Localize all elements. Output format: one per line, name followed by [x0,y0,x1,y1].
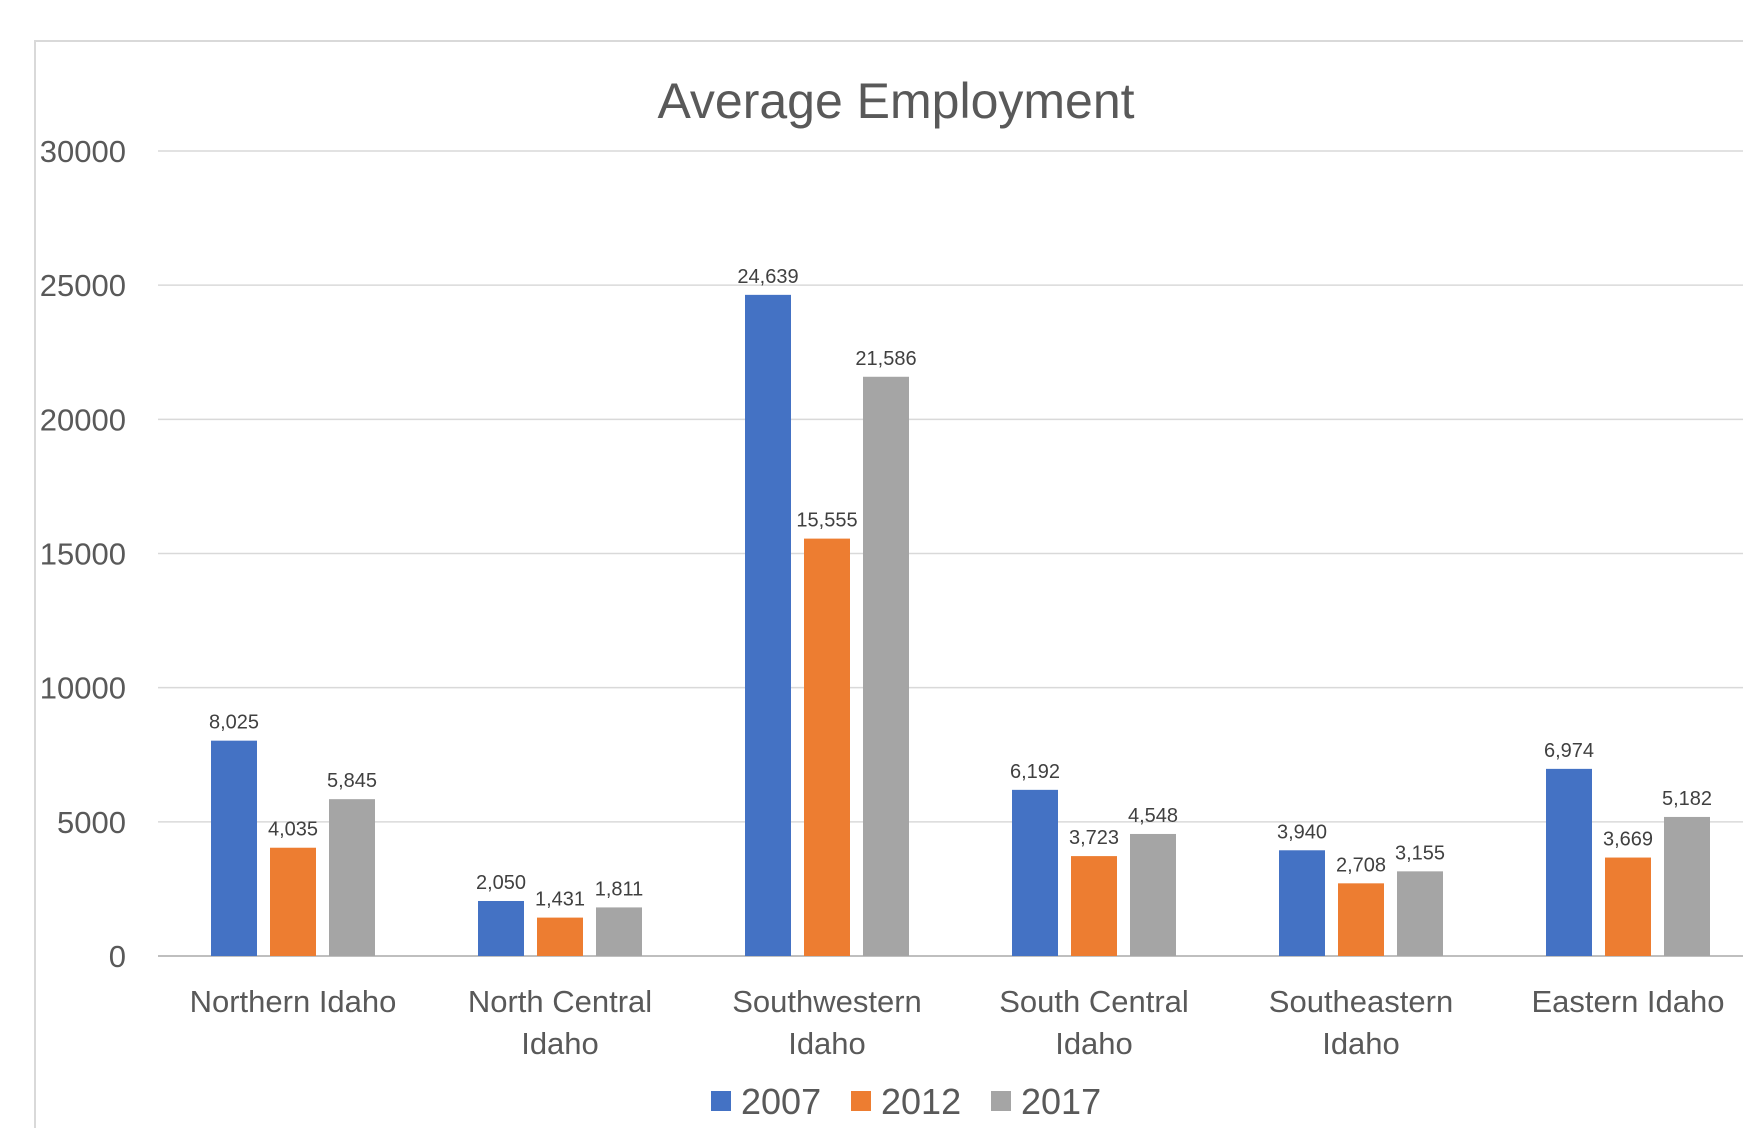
data-label: 21,586 [855,348,916,370]
y-tick-label: 10000 [40,671,126,706]
y-axis-ticks: 0 5000 10000 15000 20000 25000 30000 [40,134,126,974]
x-tick-label: North Central [468,984,652,1019]
x-tick-label: Northern Idaho [190,984,397,1019]
x-tick-label: Eastern Idaho [1531,984,1724,1019]
data-label: 1,431 [535,889,585,911]
data-label: 3,155 [1395,842,1445,864]
y-tick-label: 5000 [57,805,126,840]
legend-label-2007: 2007 [741,1081,821,1122]
bar-2017-4 [1397,871,1443,956]
data-label: 8,025 [209,712,259,734]
bar-2012-4 [1338,883,1384,956]
legend-swatch-2012 [851,1091,871,1111]
x-tick-label: Idaho [788,1026,866,1061]
x-tick-label: Idaho [1055,1026,1133,1061]
bar-2017-0 [329,799,375,956]
bar-2012-2 [804,538,850,956]
x-tick-label: Idaho [1322,1026,1400,1061]
data-label: 3,669 [1603,829,1653,851]
y-tick-label: 20000 [40,402,126,437]
bar-2017-1 [596,907,642,956]
data-label: 4,548 [1128,805,1178,827]
bar-2017-3 [1130,833,1176,956]
bar-2007-2 [745,294,791,956]
bar-2007-3 [1012,789,1058,956]
bar-2012-1 [537,917,583,956]
data-label: 5,845 [327,770,377,792]
x-tick-label: Idaho [521,1026,599,1061]
gridlines [158,150,1743,957]
bars [211,294,1710,957]
x-tick-label: South Central [999,984,1189,1019]
data-label: 3,940 [1277,821,1327,843]
x-tick-label: Southwestern [732,984,922,1019]
x-axis-ticks: Northern Idaho North Central Idaho Southwes… [190,984,1725,1061]
data-label: 1,811 [595,878,644,900]
bar-2007-1 [478,900,524,956]
data-label: 24,639 [737,266,798,288]
legend-swatch-2007 [711,1091,731,1111]
bar-2007-5 [1546,768,1592,956]
data-label: 5,182 [1662,788,1712,810]
legend: 2007 2012 2017 [711,1081,1101,1122]
legend-swatch-2017 [991,1091,1011,1111]
data-label: 2,050 [476,872,526,894]
bar-2007-0 [211,740,257,956]
y-tick-label: 25000 [40,268,126,303]
bar-2007-4 [1279,850,1325,956]
data-label: 15,555 [796,510,857,532]
data-label: 4,035 [268,819,318,841]
data-label: 3,723 [1069,827,1119,849]
y-tick-label: 30000 [40,134,126,169]
y-tick-label: 15000 [40,537,126,572]
y-tick-label: 0 [109,939,126,974]
chart-title: Average Employment [657,73,1134,129]
bar-2012-3 [1071,856,1117,956]
legend-label-2017: 2017 [1021,1081,1101,1122]
x-tick-label: Southeastern [1269,984,1453,1019]
data-label: 2,708 [1336,854,1386,876]
bar-2017-5 [1664,816,1710,956]
legend-label-2012: 2012 [881,1081,961,1122]
bar-2017-2 [863,376,909,957]
data-label: 6,974 [1544,740,1594,762]
bar-2012-5 [1605,857,1651,956]
data-label: 6,192 [1010,761,1060,783]
data-labels: 8,025 4,035 5,845 2,050 1,431 1,811 24,639 15,5… [209,266,1712,911]
bar-2012-0 [270,847,316,956]
